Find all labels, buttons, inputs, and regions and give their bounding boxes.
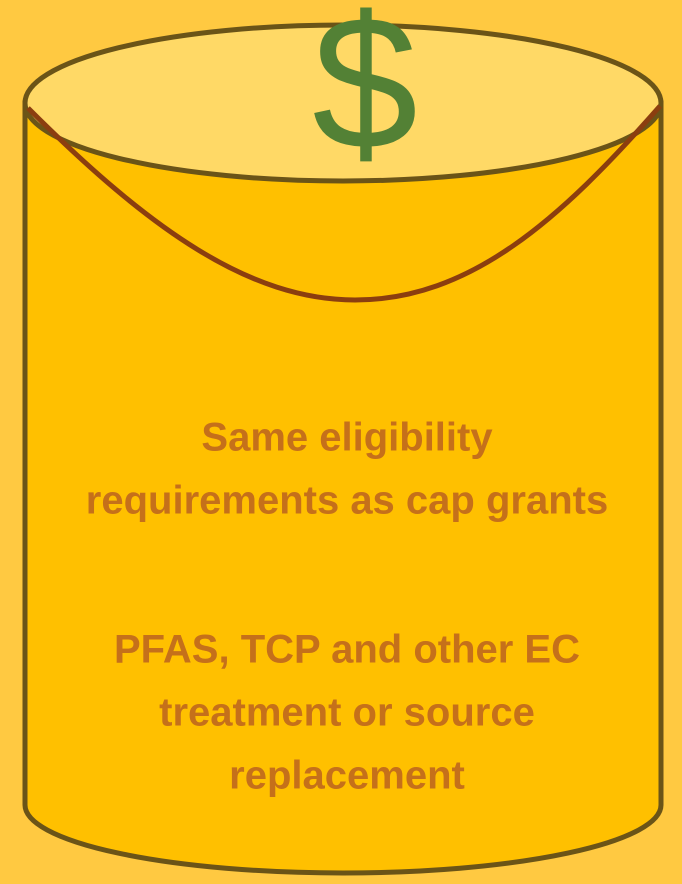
body-text: treatment or source — [159, 691, 535, 735]
diagram: $ Same eligibility requirements as cap gr… — [0, 0, 682, 884]
dollar-sign: $ — [312, 0, 418, 189]
body-text: requirements as cap grants — [86, 479, 608, 523]
body-text: replacement — [229, 754, 465, 798]
body-text: Same eligibility — [201, 416, 493, 460]
body-text: PFAS, TCP and other EC — [114, 628, 580, 672]
page: $ Same eligibility requirements as cap gr… — [0, 0, 682, 884]
